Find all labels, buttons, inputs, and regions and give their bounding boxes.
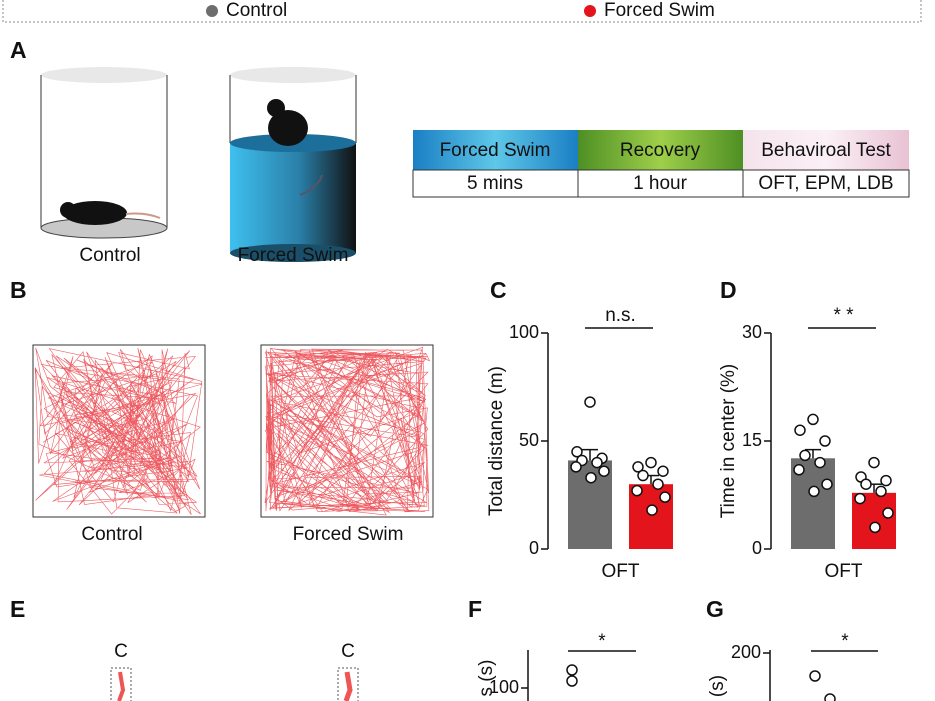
caption: Control xyxy=(79,245,140,266)
y-axis-title: Time in center (%) xyxy=(718,364,739,519)
table-header: Recovery xyxy=(620,140,701,161)
point xyxy=(632,461,644,473)
y-tick-label: 15 xyxy=(742,430,762,450)
point xyxy=(809,670,821,682)
point xyxy=(875,485,887,498)
legend-swatch xyxy=(206,5,218,17)
axis-title: (s) xyxy=(707,675,728,697)
legend: Control Forced Swim xyxy=(206,0,715,21)
point xyxy=(631,484,643,497)
point xyxy=(808,485,820,498)
panel-letter: D xyxy=(720,277,737,303)
point xyxy=(882,507,894,519)
panel-letter: G xyxy=(706,596,724,622)
point xyxy=(657,465,669,477)
point xyxy=(571,446,583,458)
point xyxy=(566,675,578,687)
significance: n.s. xyxy=(605,305,636,326)
zone xyxy=(337,667,359,701)
table-cell: 5 mins xyxy=(467,173,523,194)
point xyxy=(793,464,805,476)
point xyxy=(869,521,881,534)
cylinder-swim xyxy=(229,67,357,262)
legend-box xyxy=(2,0,922,23)
panel-letter: E xyxy=(10,596,25,622)
significance: * xyxy=(841,631,849,652)
protocol-table: Forced Swim Recovery Behaviroal Test 5 m… xyxy=(412,130,910,198)
y-tick-label: 0 xyxy=(529,538,539,558)
legend-label: Forced Swim xyxy=(604,0,715,21)
point xyxy=(880,474,892,487)
cylinder-control xyxy=(40,67,168,239)
point xyxy=(868,456,880,469)
y-axis-title: Total distance (m) xyxy=(486,366,507,516)
trajectories xyxy=(34,346,431,516)
point xyxy=(819,435,831,447)
table-cell: 1 hour xyxy=(633,173,688,194)
axis-title: s (s) xyxy=(476,660,497,697)
point xyxy=(860,478,872,490)
point xyxy=(854,492,866,505)
point xyxy=(814,456,826,469)
x-tick-label: OFT xyxy=(825,561,863,582)
label: C xyxy=(114,641,128,662)
point xyxy=(821,478,833,490)
legend-label: Control xyxy=(226,0,287,21)
point xyxy=(659,491,671,503)
point xyxy=(646,504,658,516)
label: C xyxy=(341,641,355,662)
point xyxy=(598,465,610,477)
y-tick-label: 0 xyxy=(752,538,762,558)
trajectory xyxy=(264,346,431,516)
point xyxy=(637,469,649,482)
table-cell: OFT, EPM, LDB xyxy=(758,173,893,194)
point xyxy=(591,456,603,469)
tick-label: 100 xyxy=(489,677,519,697)
track xyxy=(343,671,353,701)
table-header: Forced Swim xyxy=(440,140,551,161)
point xyxy=(652,478,664,490)
caption: Forced Swim xyxy=(293,524,404,545)
legend-swatch xyxy=(584,5,596,17)
point xyxy=(799,449,811,462)
trajectory xyxy=(34,347,203,515)
track xyxy=(117,671,126,701)
tick-label: 200 xyxy=(731,642,761,662)
table-header: Behaviroal Test xyxy=(761,140,891,161)
charts: C 0 50 100 Total distance (m) OFT n.s. D 0 15 30 Ti… xyxy=(486,277,896,582)
point xyxy=(585,471,597,484)
point xyxy=(570,461,582,473)
point xyxy=(566,664,578,676)
zone xyxy=(110,667,132,701)
panel-letter: C xyxy=(490,277,507,303)
x-tick-label: OFT xyxy=(602,561,640,582)
y-tick-label: 30 xyxy=(742,322,762,342)
caption: Control xyxy=(81,524,142,545)
point xyxy=(794,424,806,436)
panel-letter: F xyxy=(468,596,482,622)
panel-letter: B xyxy=(10,277,27,303)
y-tick-label: 50 xyxy=(519,430,539,450)
point xyxy=(807,413,819,426)
point xyxy=(645,456,657,469)
significance: * xyxy=(598,631,606,652)
caption: Forced Swim xyxy=(238,245,349,266)
y-tick-label: 100 xyxy=(509,322,539,342)
point xyxy=(584,396,596,408)
panel-letter: A xyxy=(10,37,27,63)
significance: * * xyxy=(833,305,854,326)
point xyxy=(824,693,836,701)
